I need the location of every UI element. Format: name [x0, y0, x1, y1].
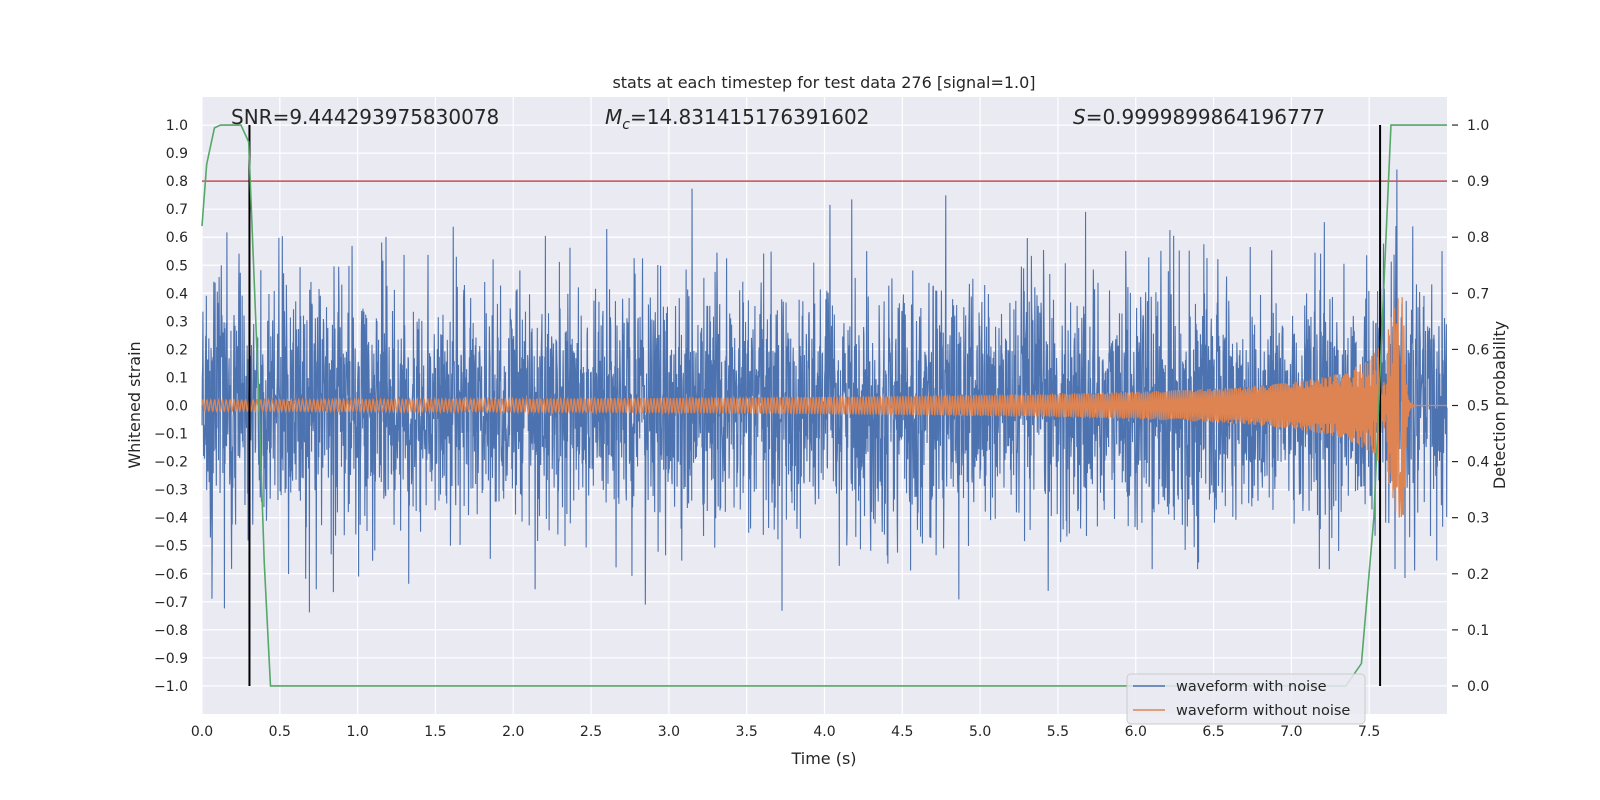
y-tick-label: −0.4 [154, 511, 188, 527]
legend-label-signal: waveform without noise [1176, 703, 1350, 719]
y2-tick-label: 0.2 [1467, 567, 1489, 583]
x-tick-label: 5.5 [1047, 724, 1069, 740]
y2-axis-label: Detection probability [1490, 321, 1509, 489]
y2-tick-label: 0.3 [1467, 511, 1489, 527]
y-tick-label: 0.6 [166, 230, 188, 246]
y-tick-label: −0.9 [154, 651, 188, 667]
snr-annotation: SNR=9.444293975830078 [231, 105, 499, 129]
y2-tick-label: 0.9 [1467, 174, 1489, 190]
x-tick-label: 6.0 [1125, 724, 1147, 740]
y2-tick-label: 0.7 [1467, 286, 1489, 302]
x-tick-label: 3.5 [736, 724, 758, 740]
y-tick-label: −0.8 [154, 623, 188, 639]
x-tick-label: 1.5 [424, 724, 446, 740]
series-waveform-without-noise [201, 297, 1447, 518]
x-tick-label: 3.0 [658, 724, 680, 740]
series-detection-probability [201, 124, 1447, 687]
y-tick-label: −1.0 [154, 679, 188, 695]
x-tick-label: 4.5 [891, 724, 913, 740]
y-tick-label: −0.5 [154, 539, 188, 555]
y-tick-label: 0.7 [166, 202, 188, 218]
y-tick-label: 0.2 [166, 342, 188, 358]
x-tick-label: 7.5 [1358, 724, 1380, 740]
y-tick-label: 0.9 [166, 146, 188, 162]
chart-title: stats at each timestep for test data 276… [612, 73, 1035, 92]
x-tick-label: 4.0 [813, 724, 835, 740]
y-ticks: 1.0 0.9 0.8 0.7 0.6 0.5 0.4 0.3 0.2 0.1 0.0 −0.1 −0.… [154, 118, 188, 695]
y2-tick-label: 0.4 [1467, 455, 1489, 471]
y-tick-label: −0.6 [154, 567, 188, 583]
y2-ticks: 1.0 0.9 0.8 0.7 0.6 0.5 0.4 0.3 0.2 0.1 0.0 [1452, 118, 1489, 695]
snr-value: =9.444293975830078 [273, 105, 500, 129]
x-tick-label: 1.0 [346, 724, 368, 740]
y-tick-label: 0.4 [166, 286, 188, 302]
s-annotation: S=0.9999899864196777 [1073, 105, 1325, 129]
x-ticks: 0.0 0.5 1.0 1.5 2.0 2.5 3.0 3.5 4.0 4.5 5.0 5.5 6.0 6… [191, 724, 1380, 740]
x-tick-label: 6.5 [1202, 724, 1224, 740]
y2-tick-label: 0.0 [1467, 679, 1489, 695]
y-tick-label: 0.0 [166, 399, 188, 415]
y2-tick-label: 0.5 [1467, 399, 1489, 415]
y2-tick-label: 0.6 [1467, 342, 1489, 358]
mc-base: M [605, 105, 622, 129]
x-tick-label: 0.0 [191, 724, 213, 740]
y-tick-label: 0.5 [166, 258, 188, 274]
x-tick-label: 2.0 [502, 724, 524, 740]
s-label: S [1073, 105, 1086, 129]
y-tick-label: −0.7 [154, 595, 188, 611]
legend-label-noise: waveform with noise [1176, 679, 1327, 695]
s-value: =0.9999899864196777 [1086, 105, 1325, 129]
legend-box [1126, 673, 1366, 725]
y2-tick-label: 1.0 [1467, 118, 1489, 134]
x-tick-label: 7.0 [1280, 724, 1302, 740]
y-tick-label: 0.3 [166, 314, 188, 330]
x-tick-label: 5.0 [969, 724, 991, 740]
x-axis-label: Time (s) [790, 749, 856, 768]
chirp-mass-annotation: Mc=14.831415176391602 [605, 105, 869, 133]
y-tick-label: 0.1 [166, 370, 188, 386]
x-tick-label: 2.5 [580, 724, 602, 740]
trigger-lines [248, 125, 1382, 686]
snr-label: SNR [231, 105, 273, 129]
y2-tick-label: 0.1 [1467, 623, 1489, 639]
y-axis-label: Whitened strain [125, 341, 144, 468]
y2-tick-label: 0.8 [1467, 230, 1489, 246]
mc-sub: c [622, 117, 630, 133]
y-tick-label: −0.3 [154, 483, 188, 499]
y-tick-label: 1.0 [166, 118, 188, 134]
y-tick-label: 0.8 [166, 174, 188, 190]
mc-value: =14.831415176391602 [630, 105, 869, 129]
legend: waveform with noise waveform without noi… [1126, 673, 1366, 725]
y-tick-label: −0.1 [154, 427, 188, 443]
y-tick-label: −0.2 [154, 455, 188, 471]
x-tick-label: 0.5 [269, 724, 291, 740]
